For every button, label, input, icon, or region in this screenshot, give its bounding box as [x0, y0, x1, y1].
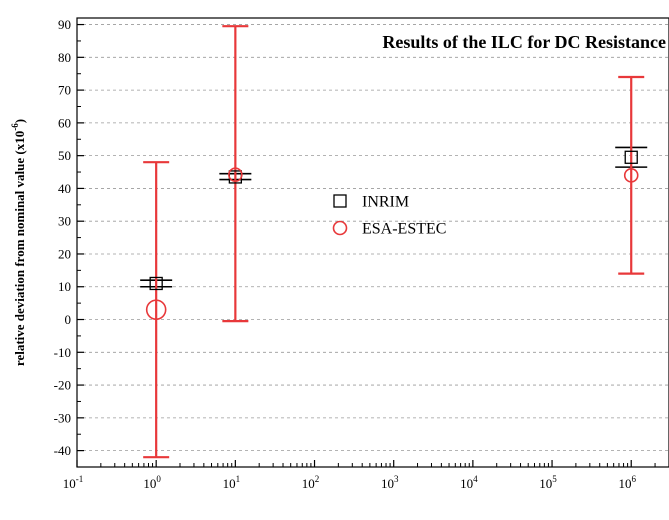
y-tick-label: -10	[54, 345, 71, 360]
x-tick-label: 102	[302, 474, 320, 491]
y-tick-label: -40	[54, 443, 71, 458]
x-tick-label: 106	[618, 474, 636, 491]
y-tick-label: 40	[58, 181, 71, 196]
y-tick-label: 30	[58, 214, 71, 229]
x-tick-label: 103	[381, 474, 399, 491]
error-bars	[140, 25, 648, 459]
chart-title: Results of the ILC for DC Resistance	[382, 32, 666, 52]
y-axis-label: relative deviation from nominal value (x…	[10, 119, 27, 366]
data-markers	[145, 150, 639, 320]
y-tick-label: 50	[58, 148, 71, 163]
y-tick-label: -30	[54, 410, 71, 425]
data-point-circle	[623, 168, 639, 183]
plot-area-frame	[76, 17, 669, 468]
x-tick-label: 104	[460, 474, 478, 491]
y-tick-label: 10	[58, 279, 71, 294]
x-tick-label: 101	[223, 474, 241, 491]
legend-marker-circle	[332, 220, 348, 236]
x-tick-label: 105	[539, 474, 557, 491]
legend-label: ESA-ESTEC	[362, 221, 446, 238]
y-tick-label: 0	[65, 312, 72, 327]
legend-label: INRIM	[362, 194, 409, 211]
y-tick-label: 60	[58, 115, 71, 130]
y-tick-label: 90	[58, 17, 71, 32]
y-tick-label: 70	[58, 83, 71, 98]
data-point-square	[624, 150, 638, 164]
gridlines	[77, 24, 669, 452]
x-tick-label: 10-1	[63, 474, 84, 491]
data-point-circle	[145, 299, 167, 320]
y-tick-label: 80	[58, 50, 71, 65]
legend-marker-square	[333, 194, 347, 208]
x-tick-label: 100	[143, 474, 161, 491]
y-tick-label: -20	[54, 378, 71, 393]
legend: INRIM ESA-ESTEC	[332, 194, 446, 238]
data-point-square	[149, 276, 163, 291]
y-tick-label: 20	[58, 246, 71, 261]
data-point-circle	[228, 167, 243, 182]
